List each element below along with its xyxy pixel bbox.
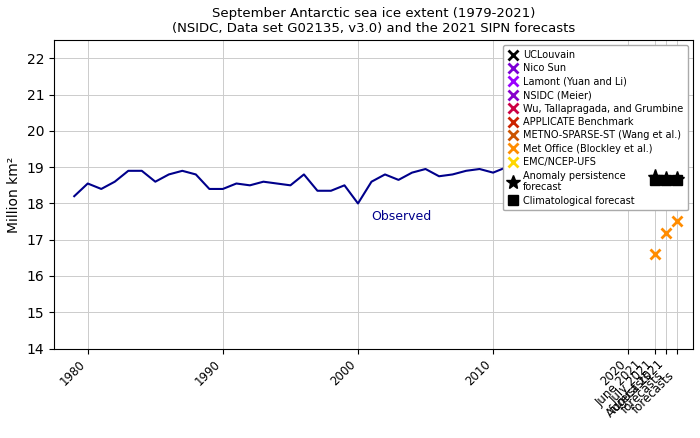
Y-axis label: Million km²: Million km² <box>7 156 21 233</box>
Title: September Antarctic sea ice extent (1979-2021)
(NSIDC, Data set G02135, v3.0) an: September Antarctic sea ice extent (1979… <box>172 7 575 35</box>
Text: Observed: Observed <box>372 210 432 223</box>
Legend: UCLouvain, Nico Sun, Lamont (Yuan and Li), NSIDC (Meier), Wu, Tallapragada, and : UCLouvain, Nico Sun, Lamont (Yuan and Li… <box>503 45 688 211</box>
